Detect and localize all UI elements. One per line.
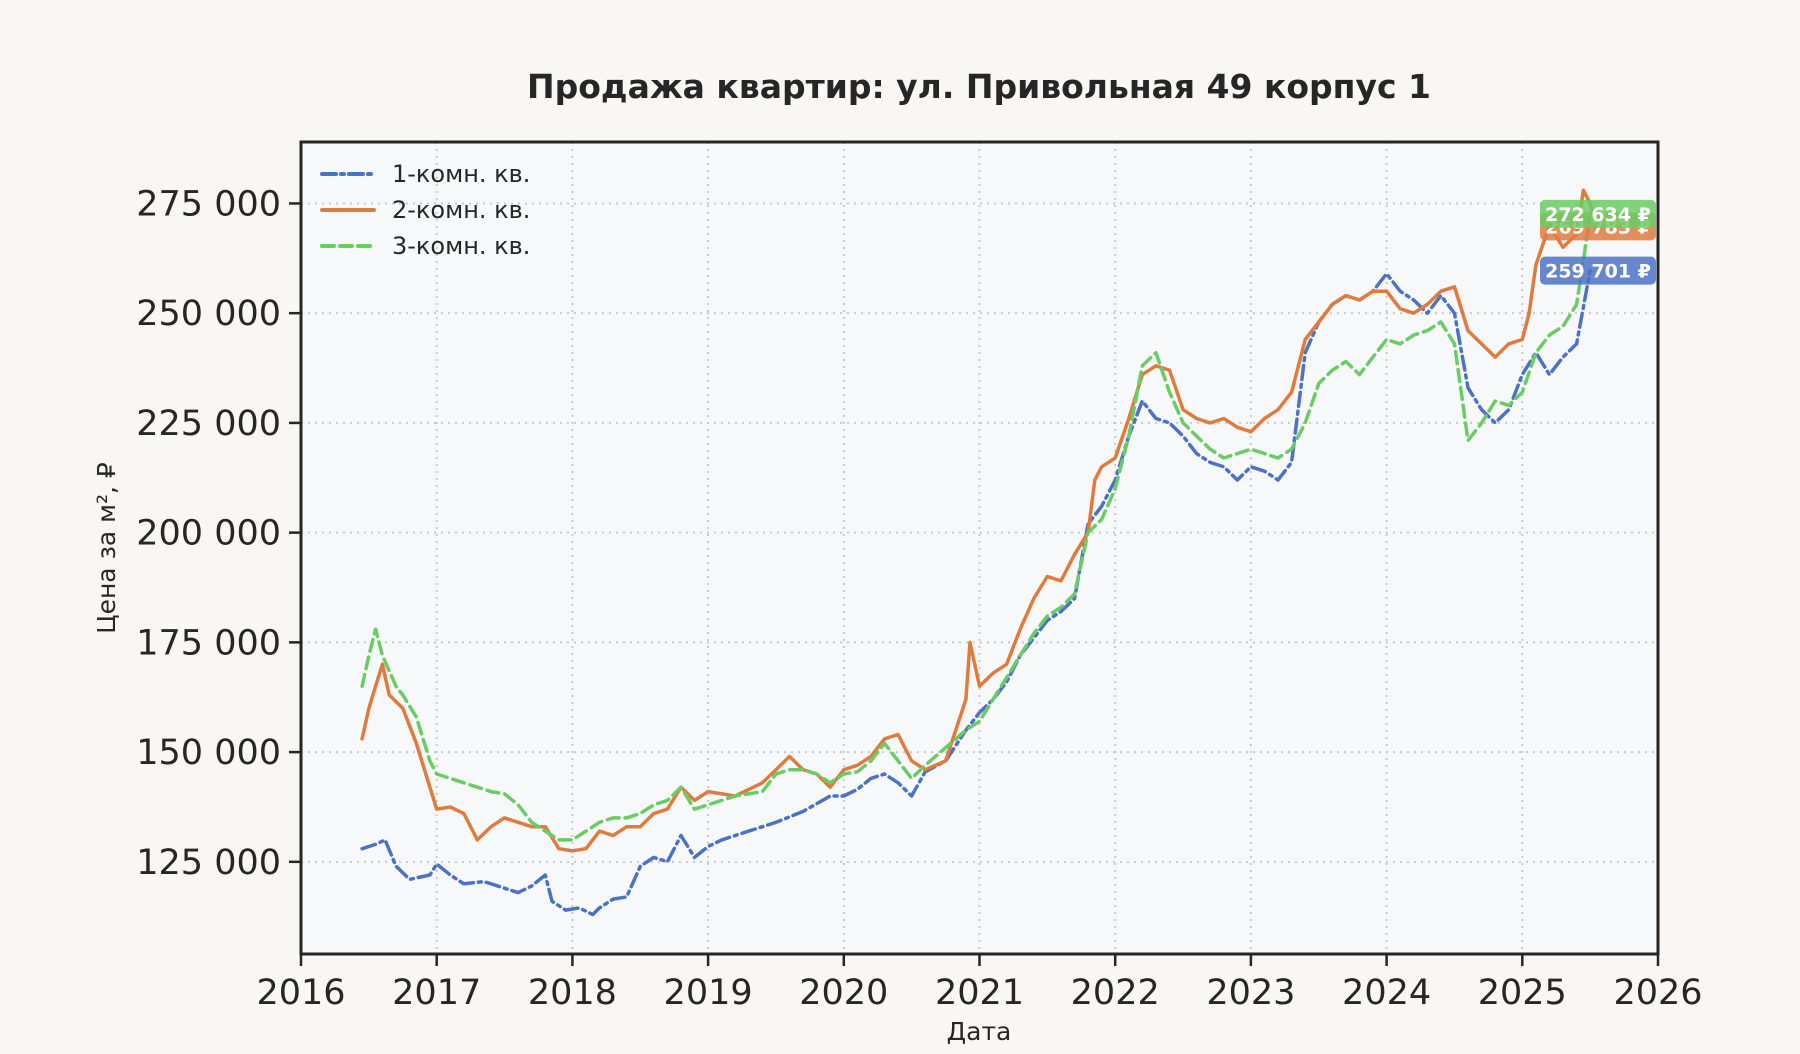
y-tick-label: 150 000 (136, 733, 281, 773)
grid-lines (301, 142, 1658, 954)
end-label-text: 259 701 ₽ (1545, 261, 1651, 283)
end-label-1: 259 701 ₽ (1540, 256, 1656, 285)
x-tick-label: 2024 (1342, 973, 1431, 1013)
y-axis-label: Цена за м², ₽ (92, 462, 121, 634)
y-tick-label: 175 000 (136, 623, 281, 663)
end-value-labels: 269 783 ₽272 634 ₽259 701 ₽ (1540, 199, 1656, 285)
x-tick-label: 2022 (1071, 973, 1160, 1013)
y-tick-label: 225 000 (136, 404, 281, 444)
end-label-box (1540, 256, 1656, 285)
end-label-text: 272 634 ₽ (1545, 204, 1651, 226)
legend-label-1: 1-комн. кв. (392, 160, 530, 188)
y-tick-label: 250 000 (136, 294, 281, 334)
y-tick-label: 200 000 (136, 514, 281, 554)
series-line-3 (360, 212, 1592, 842)
end-label-box (1540, 199, 1656, 228)
series-line-1 (360, 268, 1592, 917)
legend: 1-комн. кв. 2-комн. кв. 3-комн. кв. (320, 160, 530, 260)
series-lines (360, 188, 1599, 917)
x-tick-label: 2026 (1613, 973, 1702, 1013)
x-tick-label: 2025 (1478, 973, 1567, 1013)
x-tick-label: 2017 (392, 973, 481, 1013)
chart-title: Продажа квартир: ул. Привольная 49 корпу… (527, 67, 1431, 106)
x-tick-label: 2018 (528, 973, 617, 1013)
x-tick-label: 2016 (256, 973, 345, 1013)
legend-label-2: 2-комн. кв. (392, 196, 530, 224)
x-tick-label: 2023 (1206, 973, 1295, 1013)
y-tick-label: 125 000 (136, 843, 281, 883)
x-axis-ticks: 2016 2017 2018 2019 2020 2021 2022 2023 2024 2025… (256, 954, 1703, 1013)
x-tick-label: 2020 (799, 973, 888, 1013)
x-tick-label: 2019 (664, 973, 753, 1013)
legend-label-3: 3-комн. кв. (392, 232, 530, 260)
y-axis-ticks: 125 000 150 000 175 000 200 000 225 000 250 0… (136, 184, 301, 883)
x-tick-label: 2021 (935, 973, 1024, 1013)
series-line-2 (360, 188, 1599, 853)
x-axis-label: Дата (947, 1017, 1012, 1046)
y-tick-label: 275 000 (136, 184, 281, 224)
end-label-3: 272 634 ₽ (1540, 199, 1656, 228)
